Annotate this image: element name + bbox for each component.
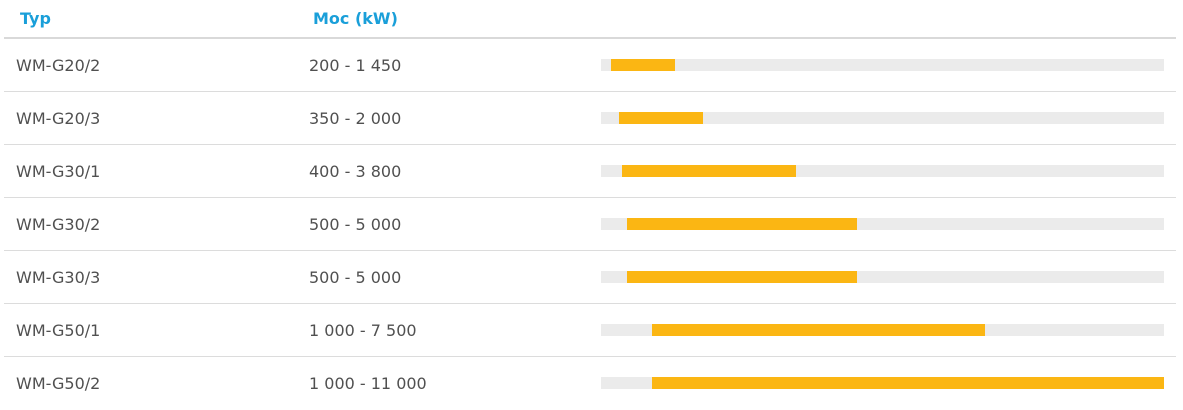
type-cell: WM-G20/2 (16, 56, 101, 75)
power-range-track (601, 377, 1164, 389)
column-header-power: Moc (kW) (313, 9, 398, 28)
type-cell: WM-G50/2 (16, 374, 101, 393)
table-row: WM-G20/2 200 - 1 450 (4, 39, 1176, 92)
power-range-cell: 500 - 5 000 (309, 268, 402, 287)
table-row: WM-G20/3 350 - 2 000 (4, 92, 1176, 145)
table-row: WM-G50/2 1 000 - 11 000 (4, 357, 1176, 409)
table-body: WM-G20/2 200 - 1 450 WM-G20/3 350 - 2 000 WM… (4, 39, 1176, 409)
type-cell: WM-G20/3 (16, 109, 101, 128)
power-range-bar (626, 218, 857, 230)
type-cell: WM-G30/1 (16, 162, 101, 181)
power-range-cell: 350 - 2 000 (309, 109, 402, 128)
power-range-track (601, 112, 1164, 124)
power-range-cell: 400 - 3 800 (309, 162, 402, 181)
table-row: WM-G30/1 400 - 3 800 (4, 145, 1176, 198)
power-range-bar (611, 59, 676, 71)
type-cell: WM-G50/1 (16, 321, 101, 340)
power-range-track (601, 218, 1164, 230)
type-cell: WM-G30/2 (16, 215, 101, 234)
power-range-bar (626, 271, 857, 283)
power-range-track (601, 165, 1164, 177)
column-header-type: Typ (20, 9, 51, 28)
table-header: Typ Moc (kW) (4, 0, 1176, 39)
power-range-bar (621, 165, 796, 177)
power-range-track (601, 271, 1164, 283)
power-range-cell: 200 - 1 450 (309, 56, 402, 75)
table-row: WM-G30/2 500 - 5 000 (4, 198, 1176, 251)
power-table: Typ Moc (kW) WM-G20/2 200 - 1 450 WM-G20/3… (4, 0, 1176, 409)
power-range-bar (652, 324, 985, 336)
type-cell: WM-G30/3 (16, 268, 101, 287)
power-range-track (601, 324, 1164, 336)
power-range-bar (652, 377, 1164, 389)
power-range-cell: 1 000 - 7 500 (309, 321, 417, 340)
power-range-cell: 1 000 - 11 000 (309, 374, 427, 393)
table-row: WM-G30/3 500 - 5 000 (4, 251, 1176, 304)
table-row: WM-G50/1 1 000 - 7 500 (4, 304, 1176, 357)
power-range-bar (618, 112, 704, 124)
power-range-track (601, 59, 1164, 71)
power-range-cell: 500 - 5 000 (309, 215, 402, 234)
